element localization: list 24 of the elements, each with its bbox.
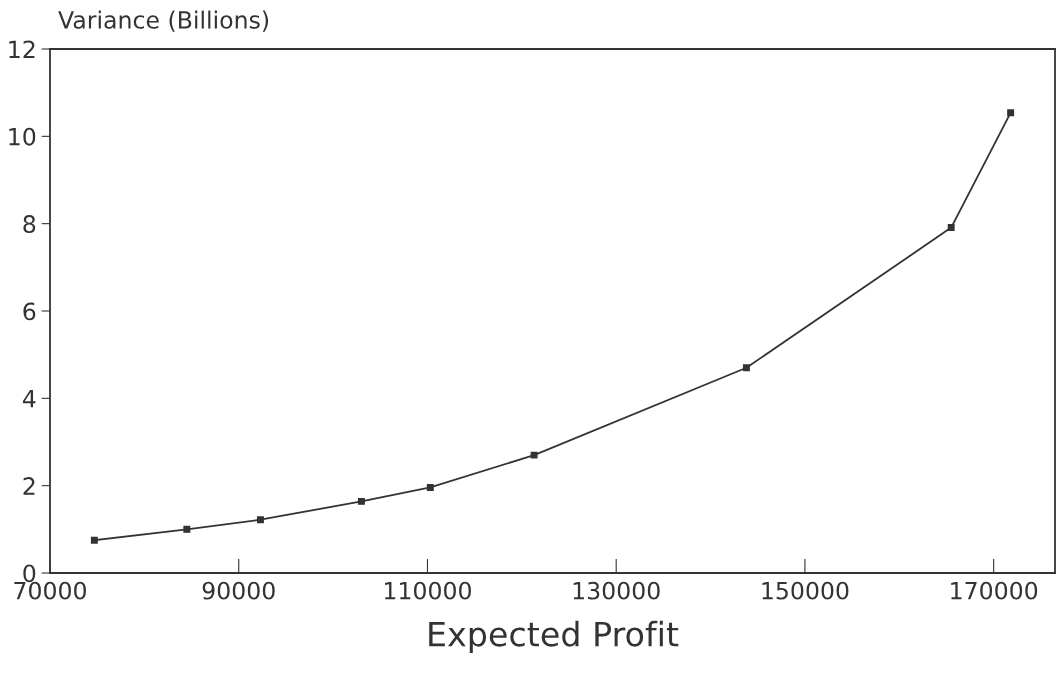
point (947, 224, 955, 232)
x-tick-label: 90000 (202, 581, 275, 600)
point (426, 483, 434, 491)
point (530, 451, 538, 459)
x-tick-label: 130000 (573, 581, 660, 600)
point (1007, 109, 1015, 117)
point (183, 525, 191, 533)
y-tick-label: 6 (23, 302, 36, 321)
x-tick-label: 70000 (14, 581, 86, 600)
y-axis-title: Variance (Billions) (58, 10, 269, 32)
y-tick-label: 2 (23, 477, 35, 495)
y-tick-label: 12 (9, 40, 35, 58)
point (90, 536, 98, 544)
point (357, 497, 365, 505)
y-tick-label: 4 (22, 390, 36, 408)
point (256, 516, 264, 524)
x-axis-title: Expected Profit (429, 620, 679, 654)
point (742, 364, 750, 372)
x-tick-label: 110000 (384, 581, 471, 600)
y-tick-label: 8 (23, 215, 36, 233)
x-tick-label: 150000 (762, 581, 849, 600)
x-tick-label: 170000 (951, 581, 1038, 600)
y-tick-label: 10 (9, 127, 36, 146)
y-tick-label: 0 (23, 564, 36, 583)
